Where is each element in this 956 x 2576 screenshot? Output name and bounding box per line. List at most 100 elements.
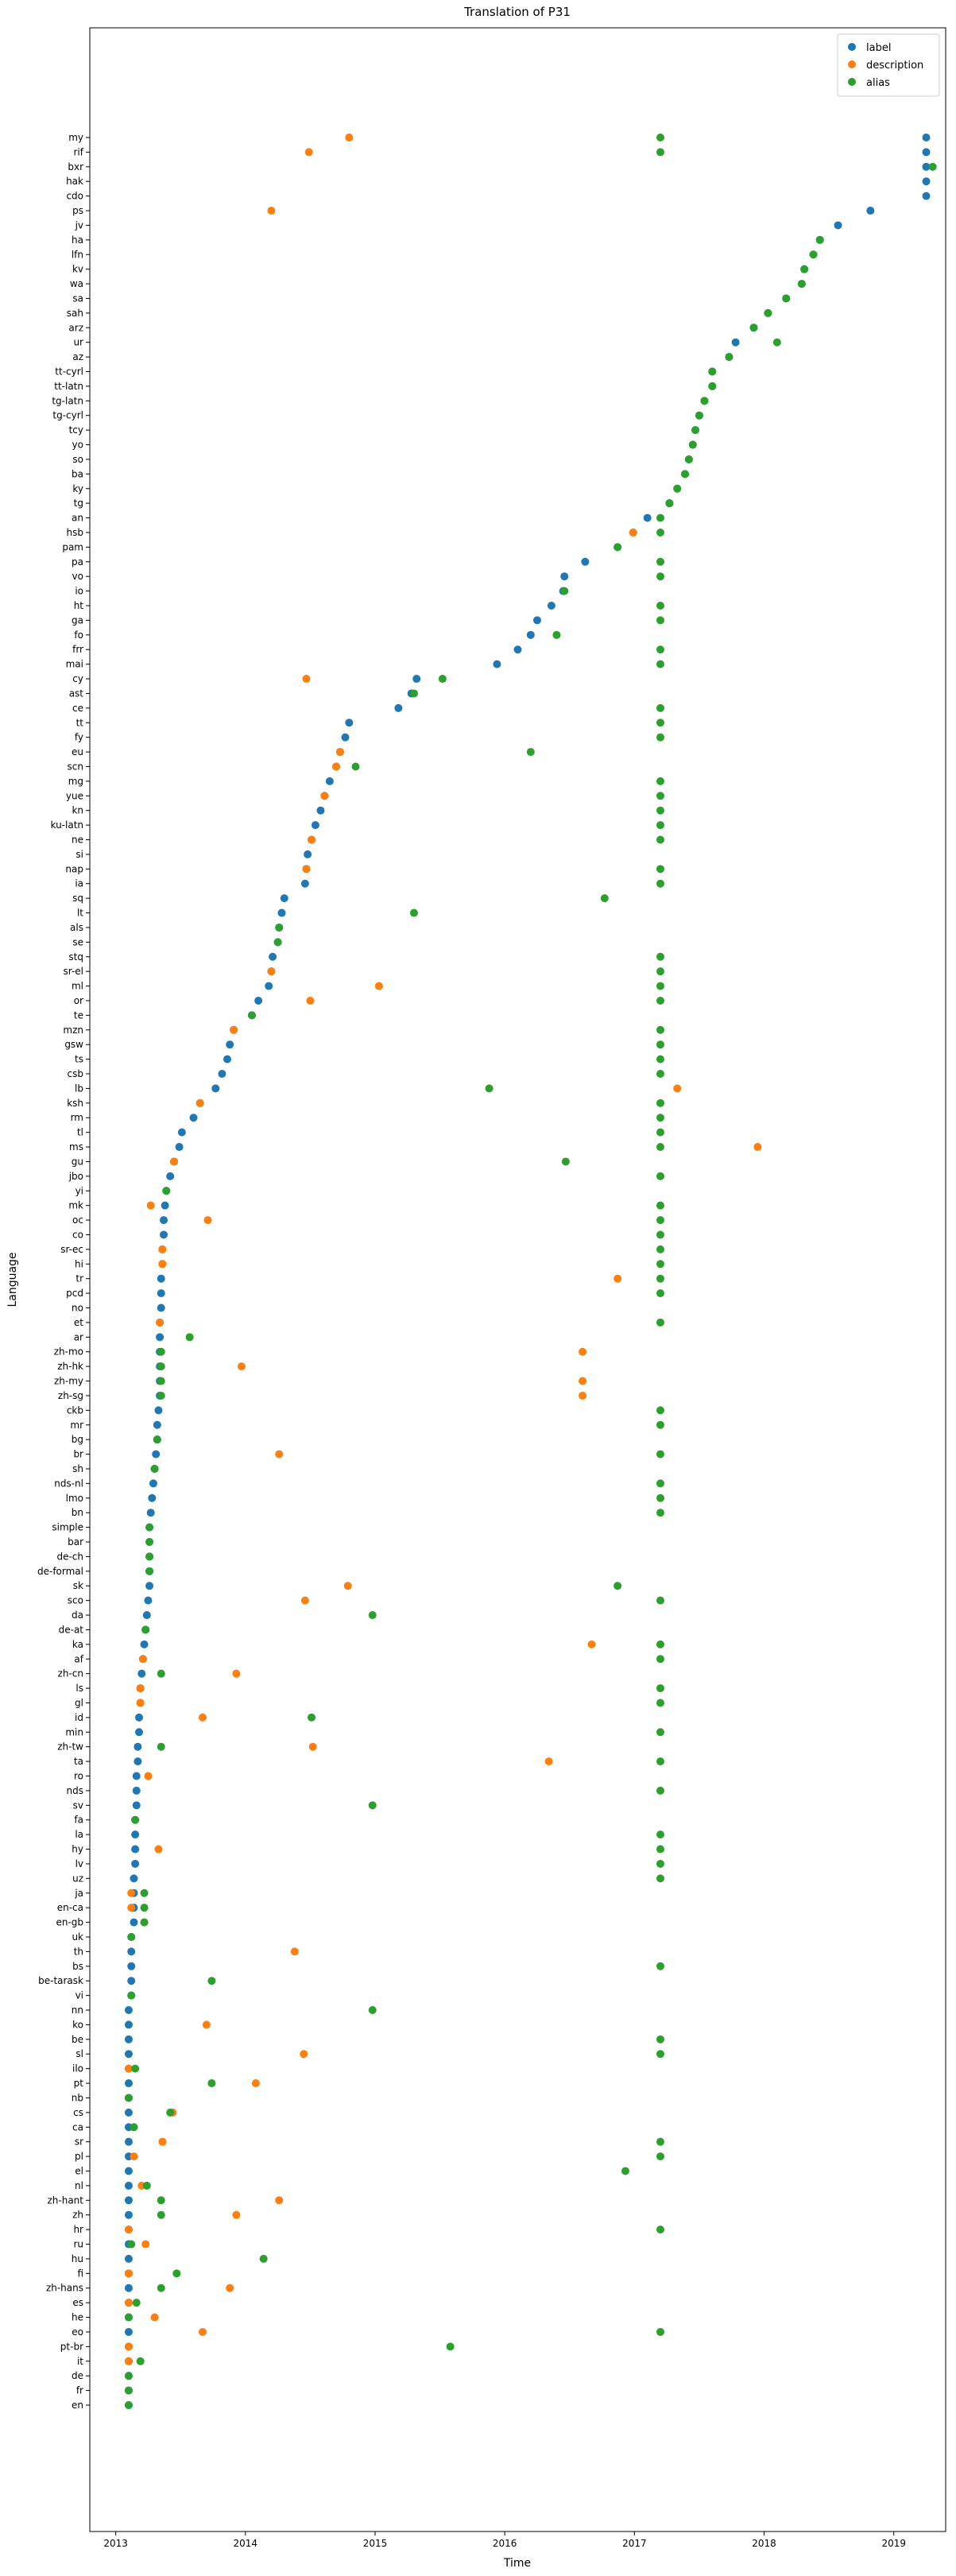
data-point [656,1728,664,1737]
data-point [320,792,329,800]
y-tick-label: vo [72,571,83,582]
y-tick-label: be-tarask [38,1975,83,1986]
data-point [485,1084,493,1093]
data-point [124,2357,133,2365]
y-tick-label: zh-tw [57,1741,83,1753]
legend-marker [848,43,856,51]
data-point [368,2006,377,2015]
y-tick-label: an [72,513,83,524]
data-point [153,1435,161,1444]
data-point [203,1216,212,1225]
y-tick-label: nds [67,1785,83,1796]
data-point [561,1157,570,1166]
data-point [656,1055,664,1063]
y-tick-label: csb [68,1068,83,1079]
y-tick-label: ur [73,337,83,348]
y-tick-label: it [77,2356,83,2367]
y-tick-label: my [68,132,83,143]
data-point [144,1596,153,1605]
data-point [157,1669,165,1678]
data-point [656,1025,664,1034]
data-point [162,1187,171,1195]
data-point [141,2240,150,2249]
data-point [136,1684,145,1693]
data-point [928,162,937,171]
data-point [552,630,561,639]
y-tick-label: sr-ec [60,1244,83,1255]
data-point [308,1713,316,1722]
data-point [316,806,325,815]
data-point [656,719,664,727]
data-point [148,1493,157,1502]
y-tick-label: ga [72,614,83,626]
data-point [656,1874,664,1883]
data-point [132,1772,141,1780]
data-point [131,1859,140,1868]
data-point [306,996,315,1005]
data-point [394,703,403,712]
y-tick-label: et [74,1317,83,1328]
y-tick-label: sk [73,1580,83,1591]
data-point [160,1216,168,1225]
y-tick-label: zh-hant [47,2194,83,2206]
data-point [127,2240,136,2249]
data-point [304,148,313,157]
data-point [124,2254,133,2263]
data-point [656,1245,664,1253]
y-tick-label: ps [72,205,83,216]
data-point [226,1040,234,1049]
y-tick-label: yue [66,790,83,801]
data-point [345,719,354,727]
data-point [154,1845,163,1854]
y-tick-label: mr [70,1420,83,1431]
y-tick-label: tt-latn [54,381,83,392]
data-point [144,1772,153,1780]
y-tick-label: ca [72,2121,83,2132]
y-tick-label: pt [74,2078,84,2089]
data-point [267,207,276,215]
data-point [131,2064,140,2073]
data-point [656,1289,664,1298]
data-point [124,2035,133,2043]
x-tick-label: 2018 [752,2538,776,2549]
data-point [311,821,319,830]
x-axis-title: Time [503,2557,531,2570]
data-point [124,2006,133,2015]
data-point [866,207,875,215]
data-point [230,1025,238,1034]
data-point [656,1684,664,1693]
y-tick-label: eu [72,746,83,757]
data-point [656,835,664,844]
data-point [656,572,664,581]
y-tick-label: si [75,849,83,860]
data-point [124,2094,133,2102]
y-tick-label: de-at [59,1624,84,1635]
y-tick-label: la [75,1829,83,1840]
data-point [135,1713,144,1722]
y-tick-label: frr [72,644,83,655]
data-point [218,1070,226,1079]
legend-label: label [866,42,891,54]
data-point [145,1552,154,1561]
data-point [656,1757,664,1766]
data-point [587,1640,596,1648]
y-tick-label: sco [68,1595,83,1606]
data-point [140,1640,149,1648]
data-point [656,1830,664,1839]
data-point [124,2372,133,2380]
y-tick-label: ha [72,234,83,246]
y-tick-label: arz [68,322,83,333]
y-tick-label: ast [69,688,84,699]
y-tick-label: pa [72,556,83,567]
legend-label: alias [866,77,890,89]
data-point [130,2123,138,2132]
data-point [136,1699,145,1707]
data-point [127,1947,136,1956]
data-point [124,2342,133,2351]
data-point [656,1406,664,1415]
data-point [136,2357,145,2365]
y-tick-label: pt-br [60,2341,83,2352]
y-tick-label: tl [77,1127,83,1138]
y-tick-label: hsb [67,527,83,538]
data-point [731,338,740,347]
